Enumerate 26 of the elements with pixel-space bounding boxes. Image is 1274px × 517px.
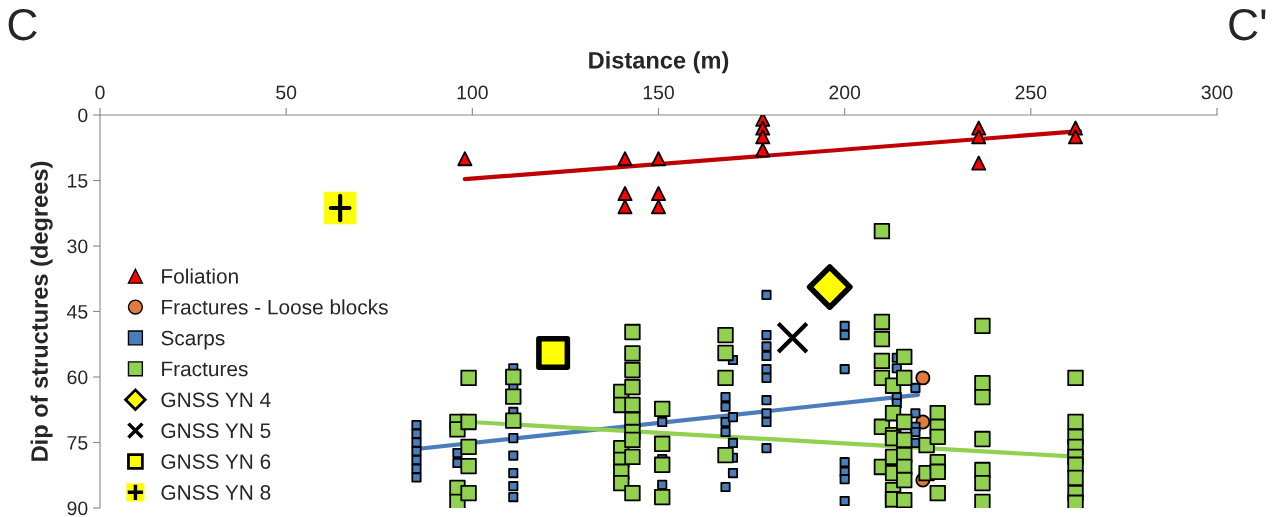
y-tick-label: 15 (68, 174, 88, 188)
legend-label: GNSS YN 6 (161, 454, 271, 469)
x-tick-label: 300 (1201, 85, 1233, 100)
y-tick-label: 75 (67, 436, 88, 450)
y-tick-label: 0 (78, 108, 88, 123)
x-tick-label: 250 (1015, 85, 1047, 100)
text: C (8, 8, 37, 41)
legend-label: GNSS YN 8 (161, 485, 271, 500)
y-tick-label: 60 (67, 370, 88, 385)
y-axis-title: Dip of structures (degrees) (30, 161, 53, 461)
legend-label: Fractures - Loose blocks (162, 299, 388, 315)
x-tick-label: 100 (457, 85, 488, 100)
text: C' (1229, 8, 1266, 41)
y-tick-label: 90 (67, 501, 88, 516)
x-tick-label: 50 (276, 85, 297, 100)
legend-label: GNSS YN 4 (161, 392, 271, 408)
legend-label: GNSS YN 5 (161, 423, 271, 439)
legend-label: Scarps (161, 330, 225, 350)
x-tick-label: 200 (829, 85, 861, 100)
legend-label: Fractures (162, 361, 248, 377)
y-tick-label: 45 (67, 305, 88, 319)
legend-label: Foliation (162, 268, 238, 284)
x-tick-label: 0 (95, 85, 105, 100)
y-tick-label: 30 (67, 239, 88, 254)
x-axis-title: Distance (m) (589, 51, 729, 74)
x-tick-label: 150 (643, 85, 674, 100)
